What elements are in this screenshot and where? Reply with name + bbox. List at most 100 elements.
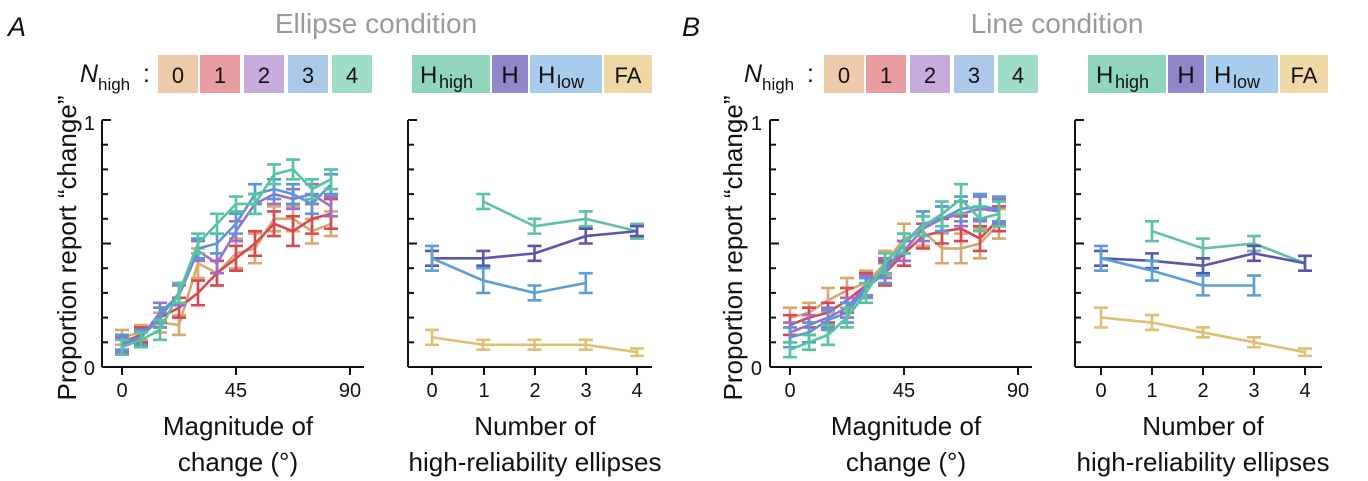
x-axis-label-b-right-line1: Number of bbox=[1142, 411, 1264, 441]
error-bar-4 bbox=[954, 182, 968, 216]
nhigh-value-4: 4 bbox=[1012, 63, 1024, 88]
error-bar-1 bbox=[267, 210, 281, 238]
x-axis-label-b-left-line1: Magnitude of bbox=[831, 411, 982, 441]
error-bar-H bbox=[1298, 254, 1312, 272]
nhigh-value-1: 1 bbox=[214, 63, 226, 88]
y-axis-label-a: Proportion report “change” bbox=[52, 96, 82, 401]
series-FA bbox=[425, 328, 644, 358]
nhigh-box-3 bbox=[288, 55, 328, 93]
nhigh-value-3: 3 bbox=[302, 63, 314, 88]
error-bar-4 bbox=[229, 195, 243, 213]
series-4 bbox=[783, 182, 1006, 359]
nhigh-value-2: 2 bbox=[258, 63, 270, 88]
error-bar-4 bbox=[153, 318, 167, 342]
error-bar-FA bbox=[425, 328, 439, 347]
y-tick-label-bottom-a: 0 bbox=[84, 358, 95, 380]
series-line-Hhigh bbox=[482, 200, 638, 233]
error-bar-FA bbox=[578, 338, 593, 352]
series-Hlow bbox=[425, 244, 593, 302]
error-bar-1 bbox=[191, 279, 205, 307]
error-bar-Hlow bbox=[578, 271, 593, 295]
error-bar-H bbox=[578, 227, 593, 245]
legend-box-h bbox=[492, 55, 528, 93]
nhigh-box-4 bbox=[332, 55, 372, 93]
error-bar-4 bbox=[115, 338, 129, 356]
error-bar-1 bbox=[248, 229, 262, 258]
error-bar-4 bbox=[248, 192, 262, 216]
error-bar-Hhigh bbox=[476, 192, 491, 211]
y-tick-label-bottom-b: 0 bbox=[751, 358, 762, 380]
x-axis-label-b-right-line2: high-reliability ellipses bbox=[1077, 447, 1330, 477]
x-tick-label-b-left-90: 90 bbox=[1007, 380, 1029, 402]
nhigh-label-a: N bbox=[80, 60, 99, 88]
series-3 bbox=[783, 192, 1006, 349]
series-line-2 bbox=[121, 192, 332, 346]
panel-title-a: Ellipse condition bbox=[275, 8, 477, 39]
series-line-4 bbox=[789, 197, 1000, 351]
error-bar-Hlow bbox=[527, 284, 542, 302]
nhigh-sub-b: high bbox=[762, 75, 794, 94]
nhigh-value-0: 0 bbox=[172, 63, 184, 88]
legend-h-main: H bbox=[501, 62, 518, 89]
axes-a-left: 0 45 90 Magnitude of change (°) bbox=[101, 119, 364, 477]
x-tick-label-b-right-4: 4 bbox=[1299, 380, 1310, 402]
legend-hlow-main: H bbox=[538, 62, 555, 89]
nhigh-box-1 bbox=[200, 55, 240, 93]
x-tick-label-b-left-0: 0 bbox=[784, 380, 795, 402]
series-line-Hlow bbox=[1100, 257, 1254, 287]
error-bar-1 bbox=[229, 244, 243, 272]
error-bar-4 bbox=[859, 281, 873, 305]
series-1 bbox=[783, 205, 1006, 337]
x-axis-label-a-right-line1: Number of bbox=[474, 411, 596, 441]
nhigh-label-b: N bbox=[744, 60, 763, 88]
series-FA bbox=[1094, 306, 1312, 358]
error-bar-H bbox=[527, 244, 542, 263]
error-bar-4 bbox=[324, 168, 338, 191]
error-bar-4 bbox=[172, 281, 186, 305]
legend-hlow-main: H bbox=[1214, 62, 1231, 89]
x-tick-label-a-right-2: 2 bbox=[529, 380, 540, 402]
x-tick-label-b-left-45: 45 bbox=[893, 380, 915, 402]
error-bar-3 bbox=[286, 182, 300, 206]
error-bar-FA bbox=[476, 338, 491, 352]
plot-area-b-right bbox=[1094, 219, 1312, 358]
x-tick-label-a-right-1: 1 bbox=[478, 380, 489, 402]
error-bar-4 bbox=[973, 205, 987, 233]
error-bar-1 bbox=[286, 215, 300, 248]
axes-a-right: 0 1 2 3 4 Number of high-reliability ell… bbox=[407, 119, 662, 477]
x-tick-label-b-right-3: 3 bbox=[1248, 380, 1259, 402]
error-bar-4 bbox=[802, 333, 816, 352]
error-bar-4 bbox=[878, 252, 892, 275]
plot-area-a-left bbox=[115, 158, 338, 356]
hit-legend-b: H high H H low FA bbox=[1088, 55, 1328, 93]
series-line-0 bbox=[121, 217, 332, 339]
error-bar-H bbox=[476, 249, 491, 268]
nhigh-value-3: 3 bbox=[968, 63, 980, 88]
x-tick-label-a-left-45: 45 bbox=[225, 380, 247, 402]
nhigh-box-2 bbox=[244, 55, 284, 93]
error-bar-Hlow bbox=[1145, 259, 1159, 282]
x-tick-label-a-right-0: 0 bbox=[426, 380, 437, 402]
nhigh-box-0 bbox=[158, 55, 198, 93]
legend-box-hlow bbox=[1206, 55, 1278, 93]
error-bar-4 bbox=[783, 341, 797, 359]
series-line-Hlow bbox=[431, 257, 586, 295]
nhigh-box-3 bbox=[954, 55, 994, 93]
error-bar-Hlow bbox=[1094, 244, 1108, 272]
y-axis-label-b: Proportion report “change” bbox=[718, 96, 748, 401]
legend-hhigh-main: H bbox=[1096, 62, 1113, 89]
error-bar-4 bbox=[935, 200, 949, 228]
error-bar-4 bbox=[267, 163, 281, 186]
legend-box-h bbox=[1168, 55, 1204, 93]
legend-hhigh-main: H bbox=[420, 62, 437, 89]
error-bar-H bbox=[630, 224, 644, 238]
legend-box-fa bbox=[604, 55, 652, 93]
nhigh-box-1 bbox=[866, 55, 906, 93]
error-bar-4 bbox=[897, 232, 911, 255]
error-bar-4 bbox=[210, 212, 224, 235]
x-axis-label-a-right-line2: high-reliability ellipses bbox=[409, 447, 662, 477]
nhigh-box-2 bbox=[910, 55, 950, 93]
series-2 bbox=[115, 182, 338, 354]
series-4 bbox=[115, 158, 338, 356]
